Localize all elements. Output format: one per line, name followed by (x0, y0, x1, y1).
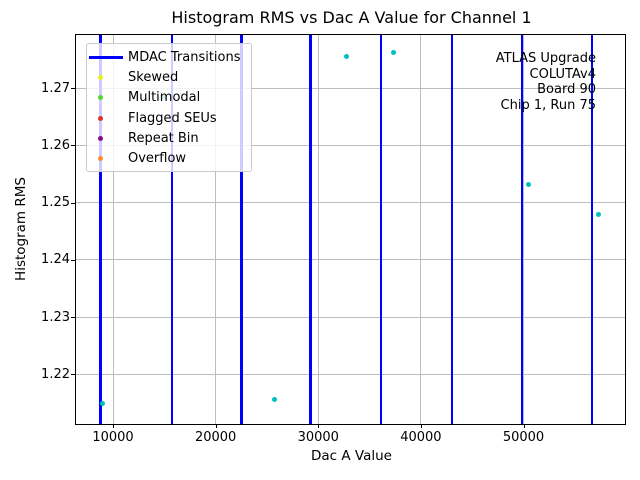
x-gridline (215, 35, 217, 424)
y-tick-mark (71, 317, 75, 319)
mdac-transition-line (450, 35, 454, 424)
y-tick-mark (71, 259, 75, 261)
y-tick-label: 1.27 (41, 80, 70, 96)
legend-item: Multimodal (87, 88, 251, 107)
x-tick-mark (420, 424, 422, 428)
y-axis-label: Histogram RMS (13, 177, 29, 281)
mdac-transition-line (520, 35, 524, 424)
legend-marker-dot (87, 75, 124, 81)
annotation-line: Board 90 (537, 82, 596, 98)
dot-icon (98, 95, 103, 101)
x-tick-mark (523, 424, 525, 428)
legend-line-sample (87, 56, 124, 59)
chart-title: Histogram RMS vs Dac A Value for Channel… (171, 8, 532, 27)
data-point (391, 50, 397, 56)
x-tick-mark (318, 424, 320, 428)
y-tick-label: 1.25 (41, 195, 70, 211)
legend-item-label: MDAC Transitions (128, 50, 241, 65)
legend-item: Repeat Bin (87, 129, 251, 148)
legend: MDAC Transitions Skewed Multimodal Flagged … (86, 43, 252, 172)
legend-marker-dot (87, 135, 124, 141)
run-info-annotation: ATLAS Upgrade COLUTAv4 Board 90 Chip 1, … (496, 51, 596, 113)
plot-area: ATLAS Upgrade COLUTAv4 Board 90 Chip 1, … (75, 34, 626, 425)
legend-marker-dot (87, 155, 124, 161)
dot-icon (98, 135, 103, 141)
annotation-line: Chip 1, Run 75 (500, 97, 596, 113)
y-gridline (76, 373, 625, 375)
annotation-line: ATLAS Upgrade (495, 51, 596, 66)
legend-item: Skewed (87, 68, 251, 87)
y-tick-label: 1.22 (41, 366, 70, 382)
legend-marker-dot (87, 115, 124, 121)
mdac-transition-line (240, 35, 243, 424)
x-tick-label: 20000 (194, 430, 237, 445)
y-tick-mark (71, 88, 75, 90)
data-point (344, 53, 350, 59)
mdac-transition-line (99, 35, 102, 424)
line-icon (89, 56, 123, 59)
legend-item-label: Flagged SEUs (128, 110, 217, 126)
dot-icon (98, 115, 103, 121)
x-gridline (112, 35, 114, 424)
annotation-line: COLUTAv4 (529, 66, 596, 82)
dot-icon (98, 155, 103, 161)
legend-item-label: Overflow (128, 150, 187, 166)
mdac-transition-line (379, 35, 383, 424)
y-tick-mark (71, 202, 75, 204)
mdac-transition-line (590, 35, 594, 424)
dot-icon (98, 75, 103, 81)
y-tick-label: 1.24 (41, 252, 70, 268)
legend-item-label: Multimodal (128, 90, 201, 106)
y-tick-mark (71, 374, 75, 376)
y-gridline (76, 202, 625, 204)
legend-item: Overflow (87, 149, 251, 168)
legend-marker-dot (87, 95, 124, 101)
y-gridline (76, 316, 625, 318)
x-axis-label: Dac A Value (311, 448, 392, 464)
data-point (525, 182, 531, 188)
y-gridline (76, 144, 625, 146)
x-gridline (523, 35, 524, 424)
y-gridline (76, 259, 625, 261)
mdac-transition-line (170, 35, 174, 424)
x-tick-mark (113, 424, 115, 428)
x-tick-mark (215, 424, 217, 428)
x-tick-label: 30000 (297, 430, 339, 445)
x-tick-label: 50000 (502, 430, 545, 445)
y-tick-mark (71, 145, 75, 147)
mdac-transition-line (309, 35, 312, 424)
legend-item-label: Repeat Bin (128, 130, 199, 146)
x-gridline (317, 35, 319, 424)
x-tick-label: 40000 (400, 430, 442, 445)
legend-item: MDAC Transitions (87, 48, 251, 67)
x-gridline (420, 35, 422, 424)
y-gridline (76, 87, 625, 89)
data-point (272, 397, 278, 403)
legend-item: Flagged SEUs (87, 109, 251, 128)
y-tick-label: 1.23 (41, 309, 70, 325)
legend-item-label: Skewed (128, 70, 179, 86)
data-point (99, 401, 105, 407)
x-tick-label: 10000 (92, 430, 134, 445)
y-tick-label: 1.26 (41, 137, 70, 153)
data-point (596, 211, 602, 217)
